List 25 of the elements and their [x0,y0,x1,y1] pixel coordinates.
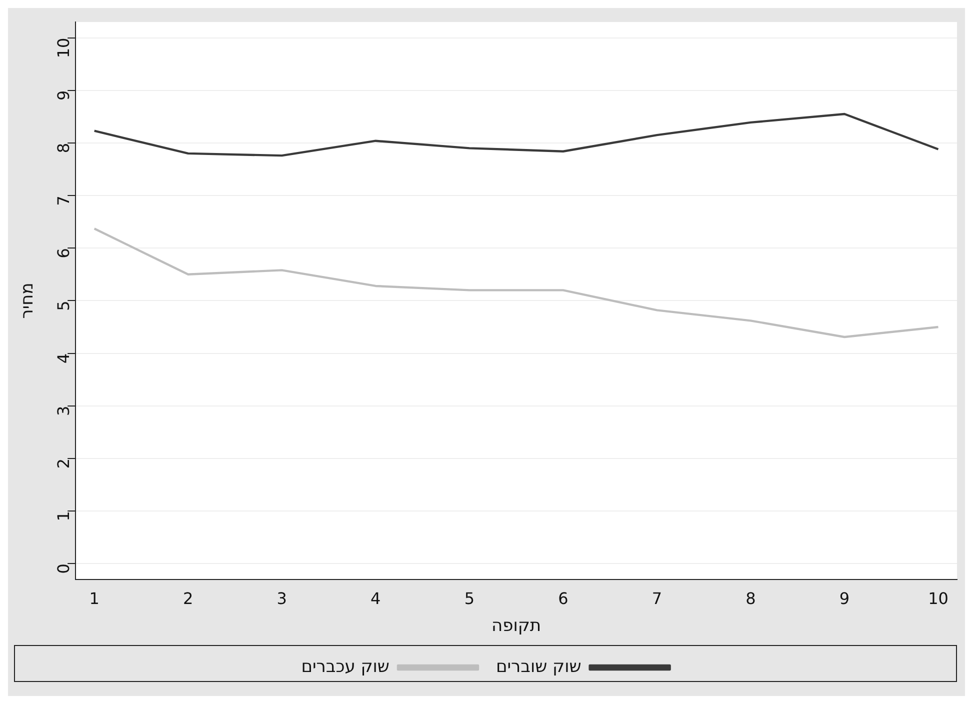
x-tick-label: 10 [928,589,948,608]
x-tick-label: 9 [839,589,850,608]
x-tick-label: 8 [746,589,756,608]
y-axis-title: מחיר [18,282,38,319]
y-tick-label: 10 [54,38,73,58]
y-tick-label: 4 [54,353,73,364]
x-axis-title: תקופה [492,616,542,636]
x-tick-label: 5 [464,589,475,608]
y-tick-label: 1 [54,511,73,522]
y-tick-label: 9 [54,90,73,101]
y-tick-label: 8 [54,142,73,154]
legend-label: שוק עכברים [301,656,390,677]
y-tick-label: 0 [54,564,73,574]
y-tick-label: 7 [54,196,73,206]
x-tick-label: 6 [558,589,568,608]
x-tick-label: 7 [652,589,662,608]
y-tick-label: 6 [54,248,73,258]
y-tick-label: 2 [54,458,73,469]
x-tick-label: 3 [276,589,287,608]
x-tick-label: 4 [370,589,381,608]
x-tick-label: 2 [183,589,194,608]
y-tick-label: 5 [54,300,73,311]
y-tick-label: 3 [54,406,73,416]
legend-label: שוק שוברים [496,656,582,677]
x-tick-label: 1 [89,589,100,608]
